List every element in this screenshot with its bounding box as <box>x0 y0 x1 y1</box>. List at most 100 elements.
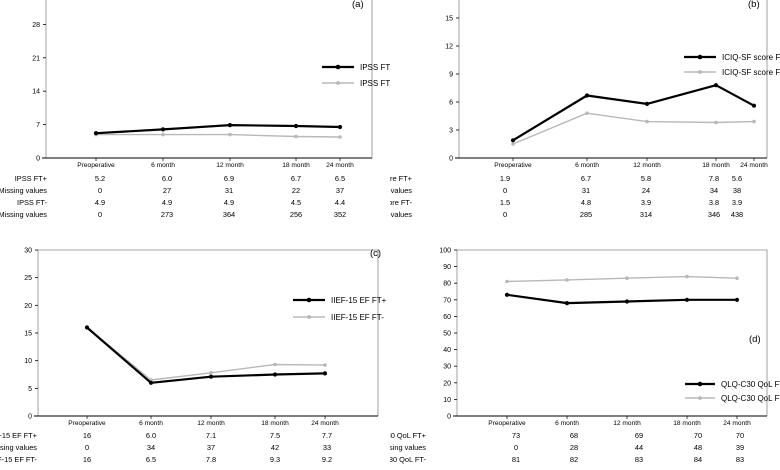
panel-c: 0 5 10 15 20 25 30 Preoperative 6 month 12 month 1… <box>0 235 390 470</box>
table-cell: 83 <box>635 455 643 464</box>
y-tick-label: 25 <box>24 275 32 282</box>
table-cell: 0 <box>98 210 102 219</box>
table-cell: 1.5 <box>500 198 510 207</box>
table-cell: 0 <box>85 443 89 452</box>
table-cell: 16 <box>83 455 91 464</box>
y-tick-label: 28 <box>32 22 40 29</box>
table-cell: 48 <box>694 443 702 452</box>
series-point-1 <box>322 371 328 376</box>
legend-label-2: ICIQ-SF score FT- <box>722 68 780 77</box>
legend-label-1: QLQ-C30 QoL FT+ <box>721 380 780 389</box>
table-cell: 6.7 <box>291 174 301 183</box>
series-line-2 <box>506 275 738 283</box>
table-cell: 285 <box>580 210 592 219</box>
plot-frame <box>456 249 768 416</box>
series-line-1 <box>512 84 755 142</box>
table-row-label: Missing values <box>0 443 37 452</box>
table-cell: 7.8 <box>709 174 719 183</box>
series-point-2 <box>625 276 629 280</box>
table-cell: 9.2 <box>322 455 332 464</box>
series-point-1 <box>84 325 90 330</box>
series-point-1 <box>510 138 516 143</box>
panel-letter: (a) <box>352 0 364 10</box>
y-tick-label: 6 <box>449 100 453 107</box>
table-cell: 31 <box>225 186 233 195</box>
series-point-2 <box>338 135 342 139</box>
y-tick-label: 50 <box>443 331 451 338</box>
table-row-label: QLQ-C30 QoL FT- <box>390 455 427 464</box>
series-point-2 <box>752 119 756 124</box>
table-cell: 6.0 <box>162 174 172 183</box>
series-point-2 <box>511 142 515 146</box>
table-cell: 5.8 <box>641 174 651 183</box>
series-point-2 <box>505 279 509 284</box>
table-row-label: Missing values <box>0 186 47 195</box>
table-cell: 27 <box>163 186 171 195</box>
legend-label-1: IIEF-15 EF FT+ <box>331 296 387 305</box>
series-point-1 <box>293 123 299 129</box>
table-cell: 73 <box>512 431 520 440</box>
table-cell: 346 <box>708 210 720 219</box>
table-row-label: IPSS FT+ <box>15 174 47 183</box>
table-cell: 81 <box>512 455 520 464</box>
table-row-label: ICIQ-SF score FT+ <box>390 174 412 183</box>
x-tick-label: 12 month <box>633 162 661 169</box>
table-cell: 364 <box>223 210 235 219</box>
series-point-1 <box>713 83 719 88</box>
y-tick-label: 90 <box>443 264 451 271</box>
x-tick-label: 18 month <box>673 420 701 427</box>
x-tick-label: 6 month <box>555 420 579 427</box>
table-cell: 9.3 <box>270 455 280 464</box>
series-point-2 <box>645 119 649 124</box>
table-cell: 0 <box>514 443 518 452</box>
y-tick-label: 9 <box>449 72 453 79</box>
panel-letter: (c) <box>370 248 381 259</box>
y-tick-label: 80 <box>443 281 451 288</box>
series-point-1 <box>227 123 233 128</box>
y-tick-label: 60 <box>443 314 451 321</box>
series-point-2 <box>273 362 277 367</box>
series-line-1 <box>506 293 737 305</box>
table-cell: 4.9 <box>162 198 172 207</box>
table-cell: 34 <box>710 186 718 195</box>
table-cell: 82 <box>570 455 578 464</box>
table-cell: 34 <box>147 443 155 452</box>
table-cell: 42 <box>271 443 279 452</box>
x-tick-label: 6 month <box>575 162 599 169</box>
table-cell: 3.9 <box>732 198 742 207</box>
plot-frame <box>458 0 768 158</box>
panel-letter: (b) <box>748 0 760 10</box>
table-cell: 3.8 <box>709 198 719 207</box>
table-cell: 5.2 <box>95 174 105 183</box>
table-row-label: Missing values <box>390 210 412 219</box>
table-cell: 5.6 <box>732 174 742 183</box>
x-tick-label: 6 month <box>151 162 175 169</box>
table-row-label: Missing values <box>390 443 426 452</box>
legend-label-1: IPSS FT+ <box>360 63 390 72</box>
table-cell: 22 <box>292 186 300 195</box>
table-cell: 4.9 <box>224 198 234 207</box>
table-cell: 37 <box>336 186 344 195</box>
table-row-label: QLQ-C30 QoL FT+ <box>390 431 426 440</box>
y-tick-label: 3 <box>449 128 453 135</box>
y-tick-label: 20 <box>443 380 451 387</box>
series-point-1 <box>751 103 757 108</box>
legend-label-2: IIEF-15 EF FT- <box>331 313 384 322</box>
table-cell: 6.0 <box>146 431 156 440</box>
table-cell: 314 <box>640 210 652 219</box>
series-point-1 <box>160 127 166 132</box>
y-tick-label: 30 <box>24 248 32 255</box>
y-tick-label: 10 <box>443 397 451 404</box>
table-cell: 352 <box>334 210 346 219</box>
x-tick-label: 18 month <box>261 420 289 427</box>
table-row-label: Missing values <box>390 186 412 195</box>
series-point-1 <box>272 372 278 377</box>
y-tick-label: 5 <box>28 386 32 393</box>
series-point-1 <box>93 131 99 136</box>
plot-frame <box>37 249 379 416</box>
series-point-2 <box>565 278 569 282</box>
x-tick-label: 18 month <box>282 162 310 169</box>
series-point-1 <box>644 101 650 106</box>
series-point-1 <box>337 124 343 130</box>
